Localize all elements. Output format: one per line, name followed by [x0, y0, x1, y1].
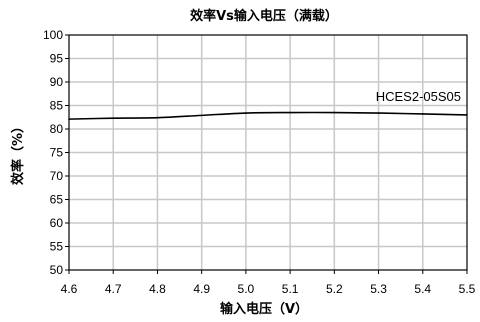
x-tick-label-4.8: 4.8 — [149, 282, 166, 296]
series-layer — [68, 111, 468, 120]
data-point-5 — [245, 112, 247, 114]
grid — [69, 35, 467, 270]
y-tick-label-95: 95 — [50, 52, 64, 66]
x-tick-label-4.6: 4.6 — [61, 282, 78, 296]
data-point-4.7 — [112, 117, 115, 119]
data-point-5.2 — [333, 111, 336, 114]
x-tick-label-5.4: 5.4 — [414, 282, 431, 296]
plot-frame — [68, 34, 468, 271]
y-axis-ticks: 50 55 60 65 70 75 80 85 90 95 100 — [43, 28, 69, 277]
data-point-5.1 — [289, 111, 291, 114]
data-point-5.3 — [377, 112, 380, 114]
y-tick-label-65: 65 — [50, 193, 64, 207]
x-axis-ticks: 4.6 4.7 4.8 4.9 5.0 5.1 5.2 5.3 5.4 5.5 — [61, 270, 476, 296]
x-tick-label-5.0: 5.0 — [238, 282, 255, 296]
chart-title: 效率Vs输入电压（满载） — [190, 8, 338, 24]
y-tick-label-80: 80 — [50, 122, 64, 136]
data-point-5.4 — [421, 113, 424, 115]
y-tick-label-50: 50 — [50, 263, 64, 277]
series-label-hces2-05s05: HCES2-05S05 — [376, 89, 461, 104]
x-tick-label-5.3: 5.3 — [370, 282, 387, 296]
x-tick-label-4.7: 4.7 — [105, 282, 122, 296]
y-tick-label-90: 90 — [50, 75, 64, 89]
y-tick-label-55: 55 — [50, 240, 64, 254]
data-point-4.8 — [156, 116, 159, 119]
y-tick-label-85: 85 — [50, 99, 64, 113]
x-tick-label-5.5: 5.5 — [459, 282, 476, 296]
y-tick-label-70: 70 — [50, 169, 64, 183]
y-axis-label: 效率（%） — [10, 120, 26, 185]
series-line-hces2-05s05 — [68, 111, 468, 120]
x-axis-label: 输入电压（V） — [220, 301, 308, 317]
x-tick-label-5.1: 5.1 — [282, 282, 299, 296]
x-tick-label-5.2: 5.2 — [326, 282, 343, 296]
data-point-4.9 — [200, 114, 203, 117]
y-tick-label-100: 100 — [43, 28, 63, 42]
y-tick-label-75: 75 — [50, 146, 64, 160]
x-tick-label-4.9: 4.9 — [193, 282, 210, 296]
y-tick-label-60: 60 — [50, 216, 64, 230]
